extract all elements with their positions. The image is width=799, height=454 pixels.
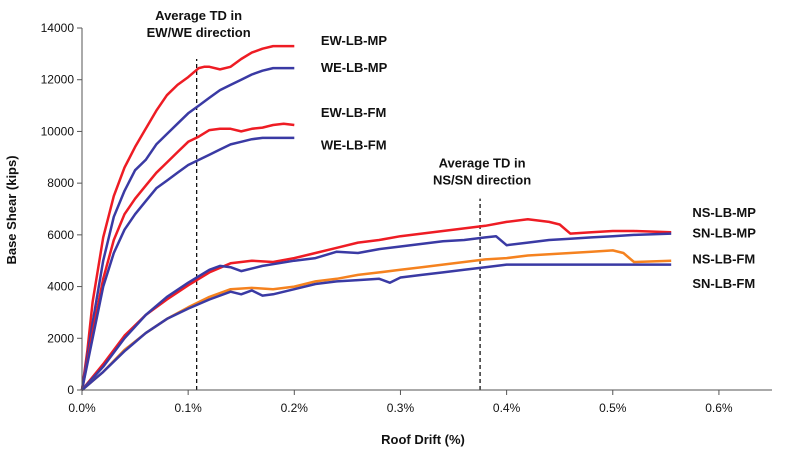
- y-tick-label: 8000: [47, 176, 74, 190]
- series-label-we-lb-fm: WE-LB-FM: [321, 138, 387, 153]
- y-tick-label: 14000: [41, 21, 75, 35]
- x-tick-label: 0.5%: [599, 401, 627, 415]
- series-line-sn-lb-mp: [81, 232, 672, 391]
- y-tick-label: 12000: [41, 73, 75, 87]
- series-label-sn-lb-mp: SN-LB-MP: [692, 225, 756, 240]
- series-label-ns-lb-fm: NS-LB-FM: [692, 251, 755, 266]
- axes: [81, 28, 772, 391]
- series-lines: [80, 44, 672, 391]
- series-label-ew-lb-mp: EW-LB-MP: [321, 33, 387, 48]
- y-tick-label: 0: [67, 383, 74, 397]
- series-labels: EW-LB-MP WE-LB-MP EW-LB-FM WE-LB-FM NS-LB-MP…: [321, 33, 756, 291]
- x-axis-title: Roof Drift (%): [381, 432, 465, 447]
- y-tick-label: 4000: [47, 280, 74, 294]
- series-line-we-lb-mp: [80, 66, 295, 391]
- series-line-ns-lb-mp: [81, 218, 672, 391]
- average-td-annotation: Average TD in NS/SN direction: [433, 156, 531, 188]
- x-tick-label: 0.1%: [174, 401, 202, 415]
- x-tick-label: 0.6%: [705, 401, 733, 415]
- x-tick-label: 0.2%: [281, 401, 309, 415]
- series-line-ew-lb-mp: [80, 44, 295, 391]
- series-line-ew-lb-fm: [80, 122, 295, 391]
- y-tick-label: 10000: [41, 124, 75, 138]
- series-line-we-lb-fm: [80, 136, 295, 391]
- annotations: Average TD in EW/WE direction Average TD i…: [147, 8, 532, 187]
- y-axis-title: Base Shear (kips): [4, 155, 19, 264]
- y-ticks: 0 2000 4000 6000 8000 10000 12000 14000: [41, 21, 82, 397]
- y-tick-label: 6000: [47, 228, 74, 242]
- x-ticks: 0.0% 0.1% 0.2% 0.3% 0.4% 0.5% 0.6%: [68, 390, 733, 415]
- x-tick-label: 0.3%: [387, 401, 415, 415]
- reference-lines: [195, 59, 481, 390]
- series-label-sn-lb-fm: SN-LB-FM: [692, 276, 755, 291]
- series-label-ns-lb-mp: NS-LB-MP: [692, 205, 756, 220]
- series-label-we-lb-mp: WE-LB-MP: [321, 60, 388, 75]
- series-line-ns-lb-fm: [81, 249, 672, 391]
- series-line-sn-lb-fm: [81, 263, 672, 391]
- average-td-annotation: Average TD in EW/WE direction: [147, 8, 251, 40]
- y-tick-label: 2000: [47, 331, 74, 345]
- x-tick-label: 0.4%: [493, 401, 521, 415]
- x-tick-label: 0.0%: [68, 401, 96, 415]
- series-label-ew-lb-fm: EW-LB-FM: [321, 105, 386, 120]
